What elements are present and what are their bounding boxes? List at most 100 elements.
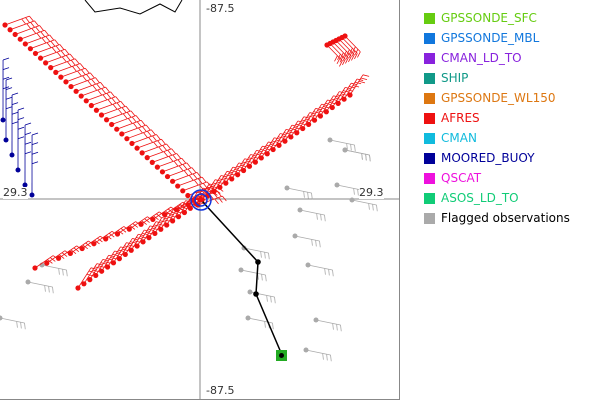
afres-observation xyxy=(84,98,89,103)
legend-item[interactable]: SHIP xyxy=(424,68,600,88)
flagged-observation xyxy=(246,316,251,321)
afres-observation xyxy=(145,155,150,160)
barb-feather xyxy=(92,79,96,84)
barb-feather xyxy=(333,270,334,276)
barb-feather xyxy=(312,193,313,199)
barb-feather xyxy=(18,137,24,139)
afres-observation xyxy=(43,60,48,65)
legend-item[interactable]: AFRES xyxy=(424,108,600,128)
barb-feather xyxy=(350,48,353,54)
barb-feather xyxy=(51,41,55,46)
flagged-wind-barb xyxy=(306,350,331,361)
barb-feather xyxy=(128,118,132,123)
barb-feather xyxy=(333,323,334,329)
afres-observation xyxy=(93,273,98,278)
barb-feather xyxy=(67,270,68,276)
barb-feather xyxy=(163,145,167,150)
legend-item[interactable]: MOORED_BUOY xyxy=(424,148,600,168)
legend-item[interactable]: GPSSONDE_WL150 xyxy=(424,88,600,108)
afres-observation xyxy=(99,269,104,274)
afres-observation xyxy=(229,176,234,181)
legend-label: Flagged observations xyxy=(441,211,570,225)
barb-feather xyxy=(102,89,106,94)
afres-observation xyxy=(58,75,63,80)
legend-label: SHIP xyxy=(441,71,468,85)
legend-item[interactable]: QSCAT xyxy=(424,168,600,188)
flagged-wind-barb xyxy=(300,210,325,221)
barb-feather xyxy=(29,16,33,21)
flagged-observation xyxy=(343,148,348,153)
barb-feather xyxy=(67,62,71,67)
barb-feather xyxy=(316,240,317,246)
legend-item[interactable]: GPSSONDE_MBL xyxy=(424,28,600,48)
barb-feather xyxy=(25,152,31,154)
legend-label: GPSSONDE_SFC xyxy=(441,11,537,25)
legend-swatch xyxy=(424,13,435,24)
barb-feather xyxy=(363,75,369,77)
afres-observation xyxy=(158,227,163,232)
barb-feather xyxy=(215,199,219,204)
barb-feather xyxy=(370,155,371,161)
barb-feather xyxy=(136,116,140,121)
coastline-path xyxy=(85,0,182,14)
afres-observation xyxy=(300,126,305,131)
barb-feather xyxy=(122,108,126,113)
buoy-wind-barb xyxy=(32,133,38,195)
moored-buoy-layer xyxy=(1,58,39,197)
barb-feather xyxy=(348,56,351,62)
legend-item[interactable]: CMAN xyxy=(424,128,600,148)
barb-feather xyxy=(32,133,38,135)
barb-feather xyxy=(341,53,344,59)
barb-feather xyxy=(70,54,74,59)
barb-feather xyxy=(42,38,46,43)
barb-feather xyxy=(167,144,171,149)
barb-feather xyxy=(353,47,356,53)
afres-observation xyxy=(129,141,134,146)
barb-feather xyxy=(142,126,146,131)
afres-observation xyxy=(13,32,18,37)
barb-feather xyxy=(346,54,349,60)
barb-feather xyxy=(45,285,46,291)
afres-observation xyxy=(68,84,73,89)
map-canvas[interactable] xyxy=(0,0,400,400)
barb-feather xyxy=(66,55,70,60)
barb-feather xyxy=(173,155,177,160)
legend-item[interactable]: Flagged observations xyxy=(424,208,600,228)
right-latitude-label: 29.3 xyxy=(359,187,384,199)
barb-feather xyxy=(146,125,150,130)
flagged-observation xyxy=(293,234,298,239)
barb-feather xyxy=(187,163,191,168)
barb-feather xyxy=(75,59,79,64)
buoy-wind-barb xyxy=(25,123,31,185)
barb-feather xyxy=(331,355,332,361)
afres-observation xyxy=(265,151,270,156)
legend-swatch xyxy=(424,53,435,64)
legend-item[interactable]: ASOS_LD_TO xyxy=(424,188,600,208)
afres-observation xyxy=(48,65,53,70)
storm-track-point xyxy=(255,259,261,265)
wind-map-plot[interactable]: -87.5 -87.5 29.3 29.3 xyxy=(0,0,400,400)
barb-feather xyxy=(25,142,31,144)
flagged-wind-barb xyxy=(308,265,333,276)
barb-feather xyxy=(40,26,44,31)
barb-feather xyxy=(12,93,18,95)
barb-feather xyxy=(349,52,352,58)
legend-item[interactable]: GPSSONDE_SFC xyxy=(424,8,600,28)
barb-feather xyxy=(265,321,266,327)
buoy-wind-barb xyxy=(12,93,18,155)
afres-observation xyxy=(164,222,169,227)
barb-feather xyxy=(357,52,360,58)
afres-observation xyxy=(138,222,143,227)
legend-item[interactable]: CMAN_LD_TO xyxy=(424,48,600,68)
afres-observation xyxy=(162,212,167,217)
barb-feather xyxy=(25,323,26,329)
flagged-wind-barb xyxy=(0,318,25,329)
barb-feather xyxy=(179,166,183,171)
afres-observation xyxy=(150,217,155,222)
barb-feather xyxy=(325,268,326,274)
barb-feather xyxy=(63,269,64,275)
afres-observation xyxy=(99,112,104,117)
barb-feather xyxy=(118,109,122,114)
flagged-wind-barb xyxy=(248,318,273,329)
legend-label: CMAN_LD_TO xyxy=(441,51,522,65)
